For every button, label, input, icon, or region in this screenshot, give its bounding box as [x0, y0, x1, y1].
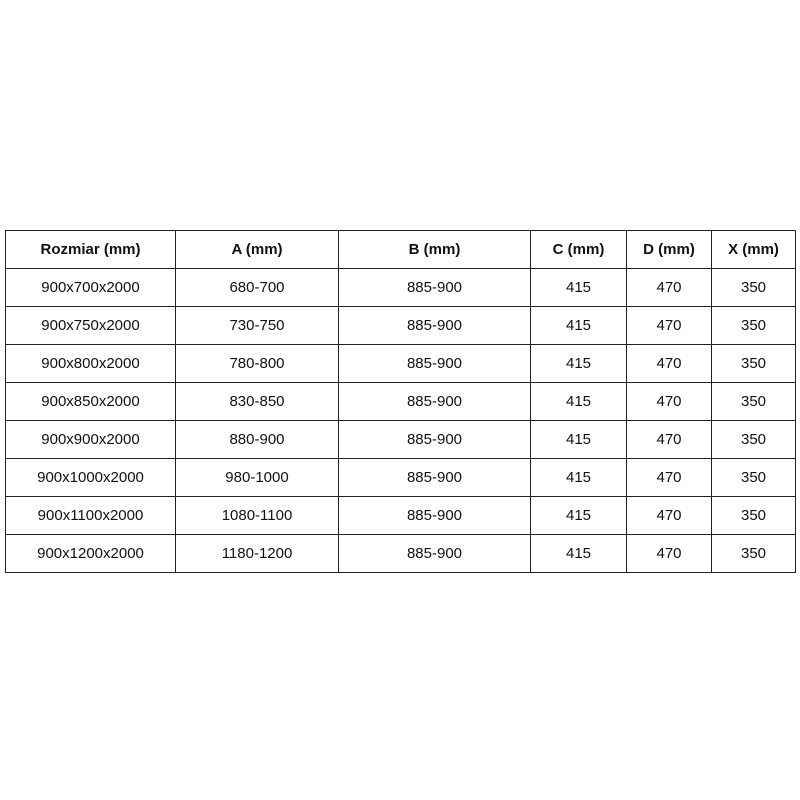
- table-cell: 900x900x2000: [5, 420, 176, 459]
- table-cell: 900x700x2000: [5, 268, 176, 307]
- table-cell: 900x800x2000: [5, 344, 176, 383]
- table-row: 900x1200x2000 1180-1200 885-900 415 470 350: [5, 534, 796, 573]
- table-row: 900x700x2000 680-700 885-900 415 470 350: [5, 268, 796, 307]
- table-row: 900x1000x2000 980-1000 885-900 415 470 350: [5, 458, 796, 497]
- table-cell: 885-900: [338, 534, 531, 573]
- table-cell: 680-700: [175, 268, 339, 307]
- table-cell: 415: [530, 268, 627, 307]
- header-cell: X (mm): [711, 230, 796, 269]
- table-cell: 470: [626, 382, 712, 421]
- header-row: Rozmiar (mm) A (mm) B (mm) C (mm) D (mm) X (m…: [5, 230, 796, 269]
- table-cell: 350: [711, 268, 796, 307]
- table-cell: 470: [626, 496, 712, 535]
- table-row: 900x850x2000 830-850 885-900 415 470 350: [5, 382, 796, 421]
- table-cell: 415: [530, 344, 627, 383]
- table-body: 900x700x2000 680-700 885-900 415 470 350 900x7…: [5, 268, 796, 573]
- header-cell: B (mm): [338, 230, 531, 269]
- header-cell: C (mm): [530, 230, 627, 269]
- table-cell: 885-900: [338, 306, 531, 345]
- table-cell: 780-800: [175, 344, 339, 383]
- table-cell: 1180-1200: [175, 534, 339, 573]
- table-cell: 900x750x2000: [5, 306, 176, 345]
- table-cell: 350: [711, 496, 796, 535]
- header-cell: D (mm): [626, 230, 712, 269]
- table-cell: 1080-1100: [175, 496, 339, 535]
- table-row: 900x900x2000 880-900 885-900 415 470 350: [5, 420, 796, 459]
- table-row: 900x1100x2000 1080-1100 885-900 415 470 350: [5, 496, 796, 535]
- table-cell: 415: [530, 420, 627, 459]
- table-cell: 415: [530, 496, 627, 535]
- table-cell: 880-900: [175, 420, 339, 459]
- table-cell: 415: [530, 306, 627, 345]
- table-cell: 350: [711, 344, 796, 383]
- table-cell: 470: [626, 420, 712, 459]
- table-cell: 350: [711, 306, 796, 345]
- table-cell: 470: [626, 306, 712, 345]
- table-container: Rozmiar (mm) A (mm) B (mm) C (mm) D (mm) X (m…: [5, 230, 796, 573]
- table-cell: 885-900: [338, 496, 531, 535]
- table-cell: 830-850: [175, 382, 339, 421]
- table-cell: 885-900: [338, 382, 531, 421]
- table-cell: 900x1200x2000: [5, 534, 176, 573]
- table-cell: 885-900: [338, 420, 531, 459]
- table-cell: 350: [711, 534, 796, 573]
- table-cell: 885-900: [338, 268, 531, 307]
- table-cell: 470: [626, 534, 712, 573]
- table-cell: 980-1000: [175, 458, 339, 497]
- table-cell: 350: [711, 420, 796, 459]
- table-cell: 470: [626, 344, 712, 383]
- table-cell: 900x1100x2000: [5, 496, 176, 535]
- header-cell: Rozmiar (mm): [5, 230, 176, 269]
- table-cell: 730-750: [175, 306, 339, 345]
- table-cell: 415: [530, 534, 627, 573]
- table-cell: 350: [711, 458, 796, 497]
- size-table: Rozmiar (mm) A (mm) B (mm) C (mm) D (mm) X (m…: [5, 230, 796, 573]
- table-cell: 415: [530, 458, 627, 497]
- table-cell: 900x850x2000: [5, 382, 176, 421]
- table-cell: 885-900: [338, 458, 531, 497]
- table-cell: 415: [530, 382, 627, 421]
- table-cell: 885-900: [338, 344, 531, 383]
- table-cell: 350: [711, 382, 796, 421]
- table-cell: 470: [626, 268, 712, 307]
- table-cell: 470: [626, 458, 712, 497]
- table-row: 900x800x2000 780-800 885-900 415 470 350: [5, 344, 796, 383]
- table-cell: 900x1000x2000: [5, 458, 176, 497]
- header-cell: A (mm): [175, 230, 339, 269]
- table-row: 900x750x2000 730-750 885-900 415 470 350: [5, 306, 796, 345]
